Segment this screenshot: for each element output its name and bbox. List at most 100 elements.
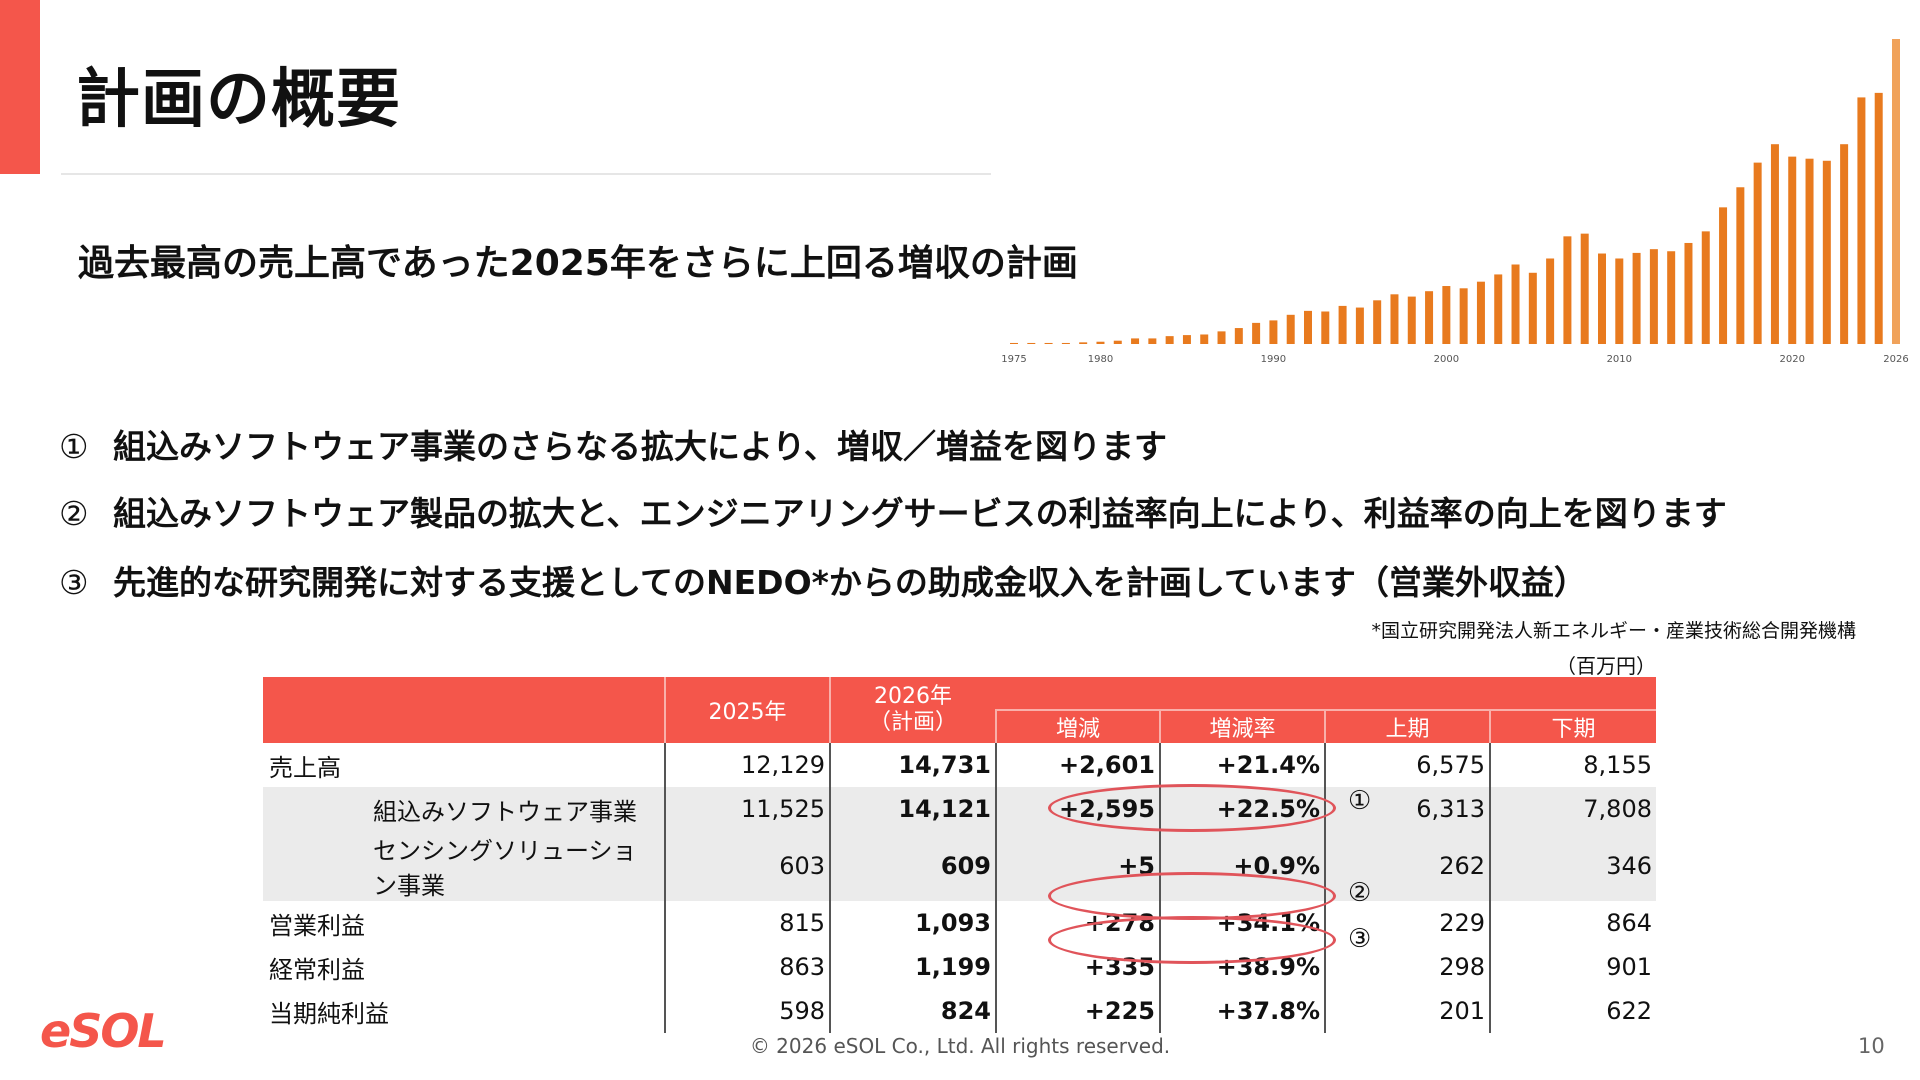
bar-2010 xyxy=(1615,258,1624,344)
bar-1977 xyxy=(1044,342,1053,344)
cell-change: +225 xyxy=(995,989,1160,1033)
highlight-ellipse xyxy=(1048,784,1336,832)
bar-2001 xyxy=(1459,288,1468,344)
bar-1975 xyxy=(1010,342,1018,344)
bar-1979 xyxy=(1079,342,1088,344)
subtitle: 過去最高の売上高であった2025年をさらに上回る増収の計画 xyxy=(78,243,1078,284)
cell-label: 組込みソフトウェア事業 xyxy=(263,787,665,831)
cell-h1: 298 xyxy=(1324,945,1490,989)
cell-v2026: 824 xyxy=(829,989,996,1033)
marker-2: ② xyxy=(1348,878,1372,908)
bar-1980 xyxy=(1096,341,1105,344)
cell-h2: 622 xyxy=(1489,989,1656,1033)
x-tick-label: 1975 xyxy=(1001,354,1026,365)
cell-rate: +21.4% xyxy=(1159,743,1325,787)
bullet-3: ③ 先進的な研究開発に対する支援としてのNEDO*からの助成金収入を計画しています… xyxy=(59,556,1587,604)
table-row: 売上高 12,129 14,731 +2,601 +21.4% 6,575 8,155 xyxy=(263,743,1656,787)
cell-h1: 201 xyxy=(1324,989,1490,1033)
bar-2002 xyxy=(1476,281,1485,344)
cell-v2026: 14,121 xyxy=(829,787,996,831)
bar-1996 xyxy=(1373,300,1382,344)
bullet-number: ③ xyxy=(59,563,89,602)
header-h2: 下期 xyxy=(1489,709,1656,743)
financial-plan-table: 2025年 2026年 （計画） 増減 増減率 上期 下期 売上高 12,129 1… xyxy=(263,677,1656,1033)
header-group xyxy=(996,677,1656,710)
bar-2018 xyxy=(1753,162,1762,344)
cell-h1: 6,313 xyxy=(1324,787,1490,831)
cell-v2026: 1,199 xyxy=(829,945,996,989)
cell-v2026: 1,093 xyxy=(829,901,996,945)
bar-2024 xyxy=(1857,97,1866,344)
bar-2017 xyxy=(1736,187,1745,344)
bar-2025 xyxy=(1874,92,1883,344)
cell-v2025: 863 xyxy=(664,945,830,989)
cell-label: 経常利益 xyxy=(269,955,365,984)
bar-1989 xyxy=(1252,322,1261,344)
marker-1: ① xyxy=(1348,786,1372,816)
header-h1: 上期 xyxy=(1324,709,1490,743)
bar-1978 xyxy=(1061,342,1070,344)
bar-1994 xyxy=(1338,305,1347,344)
bar-1987 xyxy=(1217,331,1226,344)
cell-h2: 8,155 xyxy=(1489,743,1656,787)
cell-h2: 346 xyxy=(1489,831,1656,901)
header-2026-plan: 2026年 （計画） xyxy=(829,677,996,743)
cell-v2025: 598 xyxy=(664,989,830,1033)
footnote: *国立研究開発法人新エネルギー・産業技術総合開発機構 xyxy=(1371,620,1856,642)
bar-2022 xyxy=(1822,160,1831,344)
page-title: 計画の概要 xyxy=(76,63,401,137)
cell-v2025: 12,129 xyxy=(664,743,830,787)
cell-label: 営業利益 xyxy=(269,911,365,940)
cell-h2: 7,808 xyxy=(1489,787,1656,831)
table-row: 営業利益 815 1,093 +278 +34.1% 229 864 xyxy=(263,901,1656,945)
cell-h1: 6,575 xyxy=(1324,743,1490,787)
bar-1995 xyxy=(1355,307,1364,344)
cell-rate: +37.8% xyxy=(1159,989,1325,1033)
highlight-ellipse xyxy=(1048,916,1336,964)
cell-v2026: 609 xyxy=(829,831,996,901)
bullet-text: 組込みソフトウェア製品の拡大と、エンジニアリングサービスの利益率向上により、利益… xyxy=(113,494,1727,533)
bar-2016 xyxy=(1719,207,1728,344)
bar-2003 xyxy=(1494,274,1503,344)
bar-1985 xyxy=(1182,335,1191,344)
bar-2013 xyxy=(1667,251,1676,344)
bullet-1: ① 組込みソフトウェア事業のさらなる拡大により、増収／増益を図ります xyxy=(59,420,1167,468)
x-tick-label: 2010 xyxy=(1607,354,1632,365)
cell-h1: 262 xyxy=(1324,831,1490,901)
bar-2004 xyxy=(1511,264,1520,344)
table-row: 組込みソフトウェア事業 11,525 14,121 +2,595 +22.5% 6,313… xyxy=(263,787,1656,831)
bar-2021 xyxy=(1805,158,1814,344)
copyright: © 2026 eSOL Co., Ltd. All rights reserve… xyxy=(749,1034,1171,1058)
bar-2015 xyxy=(1701,231,1710,344)
bar-1991 xyxy=(1286,314,1295,344)
accent-bar xyxy=(0,0,40,174)
page-number: 10 xyxy=(1858,1034,1885,1058)
cell-change: +2,601 xyxy=(995,743,1160,787)
table-row: 経常利益 863 1,199 +335 +38.9% 298 901 xyxy=(263,945,1656,989)
header-blank xyxy=(263,677,665,743)
bar-2006 xyxy=(1546,258,1555,344)
esol-logo: eSOL xyxy=(40,1004,167,1058)
x-tick-label: 1980 xyxy=(1088,354,1113,365)
bar-2009 xyxy=(1598,253,1606,344)
bar-1998 xyxy=(1407,296,1416,344)
table-row: センシングソリューション事業 603 609 +5 +0.9% 262 346 xyxy=(263,831,1656,901)
bar-2008 xyxy=(1580,233,1589,344)
cell-label: センシングソリューション事業 xyxy=(263,831,665,901)
cell-label: 売上高 xyxy=(269,753,341,782)
bullet-number: ② xyxy=(59,494,89,533)
x-tick-label: 2020 xyxy=(1780,354,1805,365)
x-tick-label: 2000 xyxy=(1434,354,1459,365)
x-tick-label: 1990 xyxy=(1261,354,1286,365)
revenue-history-chart: 1975 1980 1990 2000 2010 2020 2026 xyxy=(1001,39,1909,365)
cell-h2: 901 xyxy=(1489,945,1656,989)
bullet-text: 組込みソフトウェア事業のさらなる拡大により、増収／増益を図ります xyxy=(113,427,1168,466)
bar-1990 xyxy=(1269,320,1278,344)
bar-2014 xyxy=(1684,242,1693,344)
bar-2026 xyxy=(1892,39,1900,344)
bar-1997 xyxy=(1390,294,1399,344)
marker-3: ③ xyxy=(1348,924,1372,954)
cell-label: 当期純利益 xyxy=(269,999,389,1028)
bullet-text: 先進的な研究開発に対する支援としてのNEDO*からの助成金収入を計画しています（… xyxy=(113,563,1587,602)
bar-1984 xyxy=(1165,336,1174,344)
